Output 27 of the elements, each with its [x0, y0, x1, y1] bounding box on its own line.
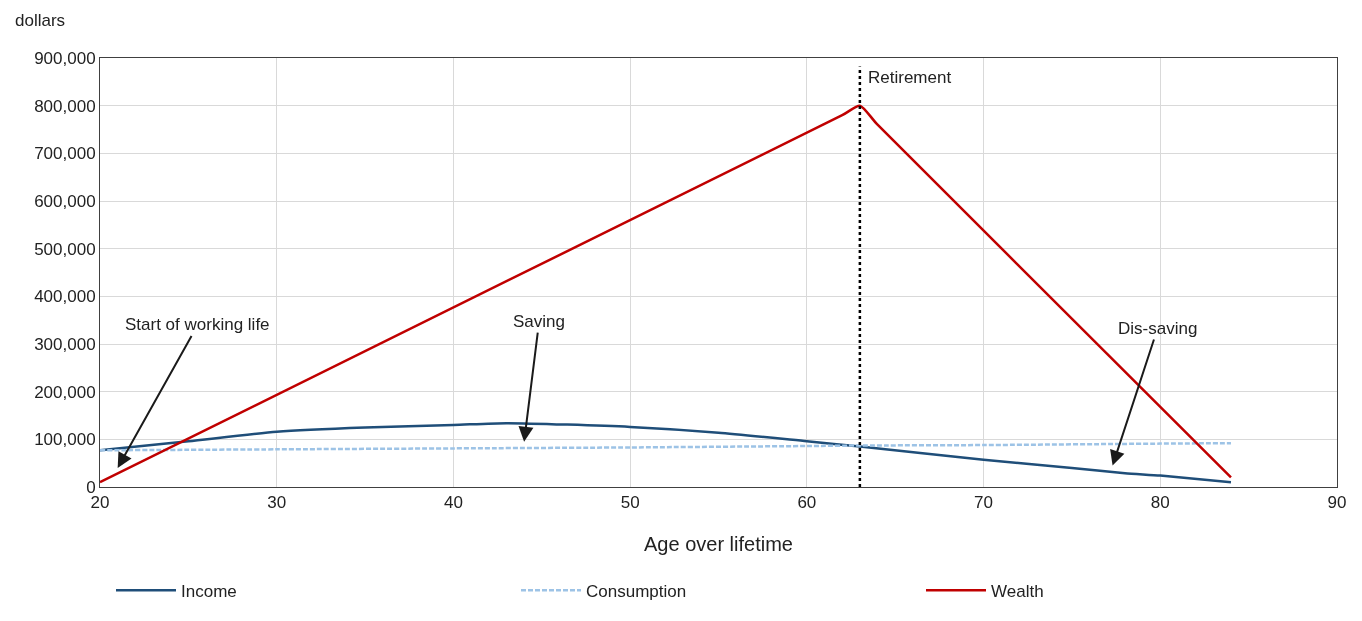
y-tick-label: 700,000 — [34, 144, 96, 164]
y-tick-label: 100,000 — [34, 430, 96, 450]
annotation: Saving — [513, 312, 565, 331]
y-tick-label: 900,000 — [34, 48, 96, 68]
legend-label: Wealth — [991, 581, 1044, 601]
ref-line-label: Retirement — [868, 68, 952, 87]
x-axis-title: Age over lifetime — [644, 532, 793, 555]
legend-label: Income — [181, 581, 237, 601]
y-tick-label: 400,000 — [34, 287, 96, 307]
x-tick-label: 40 — [443, 493, 463, 513]
y-tick-label: 500,000 — [34, 239, 96, 259]
line-series — [100, 104, 1233, 484]
y-tick-label: 600,000 — [34, 191, 96, 211]
annotation: Dis-saving — [1118, 319, 1198, 338]
x-tick-label: 90 — [1327, 493, 1347, 513]
y-tick-label: 300,000 — [34, 334, 96, 354]
x-tick-label: 30 — [267, 493, 287, 513]
line-series — [100, 441, 1233, 452]
x-tick-label: 80 — [1150, 493, 1170, 513]
x-tick-label: 70 — [974, 493, 994, 513]
y-tick-label: 800,000 — [34, 96, 96, 116]
legend-label: Consumption — [586, 581, 687, 601]
annotation: Start of working life — [125, 315, 270, 334]
y-tick-label: 200,000 — [34, 382, 96, 402]
y-axis-title: dollars — [15, 11, 66, 30]
x-tick-label: 60 — [797, 493, 817, 513]
x-tick-label: 50 — [620, 493, 640, 513]
